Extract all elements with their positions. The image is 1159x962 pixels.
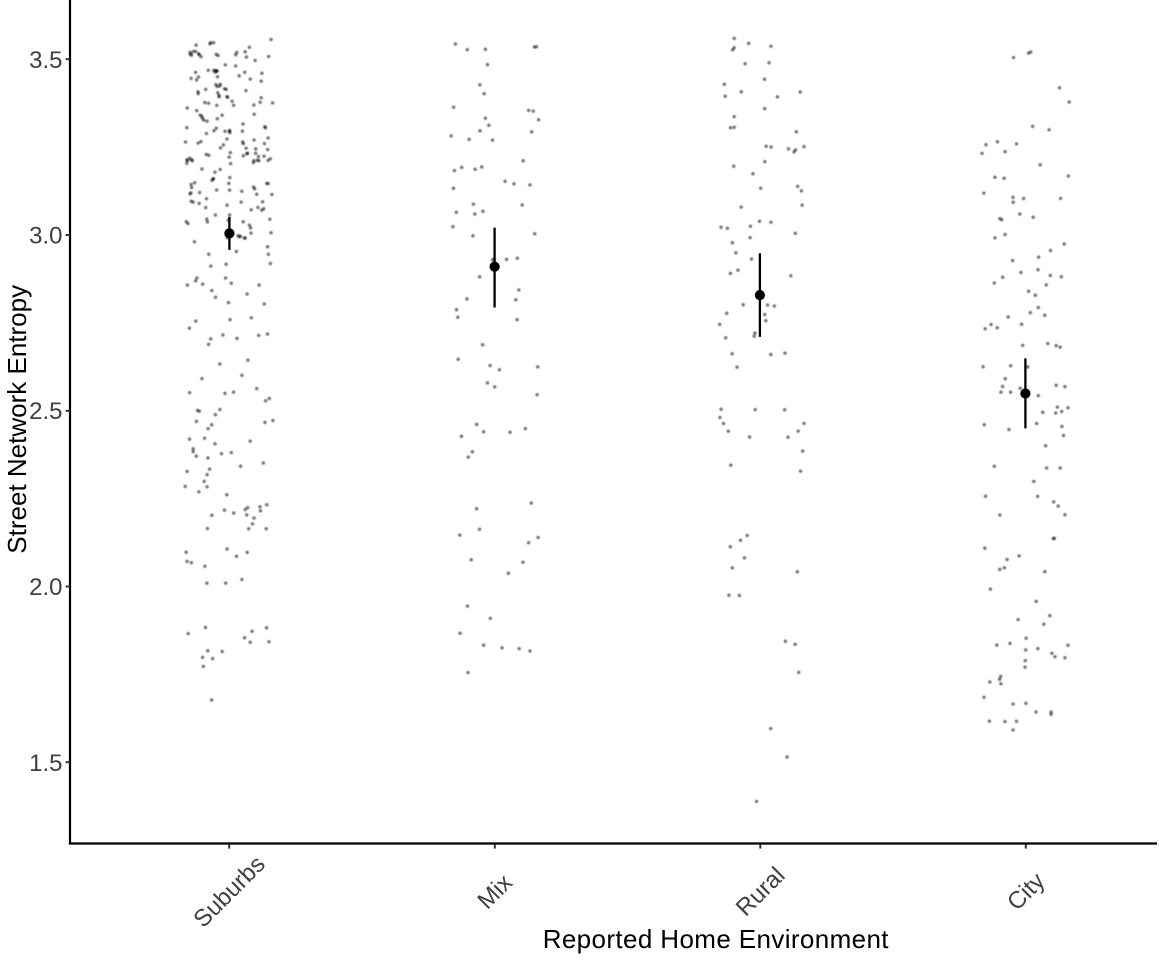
svg-text:Reported Home Environment: Reported Home Environment (543, 924, 890, 954)
svg-text:1.5: 1.5 (29, 750, 62, 777)
svg-text:3.0: 3.0 (29, 223, 62, 250)
svg-text:3.5: 3.5 (29, 47, 62, 74)
svg-text:2.0: 2.0 (29, 574, 62, 601)
svg-text:2.5: 2.5 (29, 398, 62, 425)
svg-text:Street Network Entropy: Street Network Entropy (2, 285, 32, 554)
